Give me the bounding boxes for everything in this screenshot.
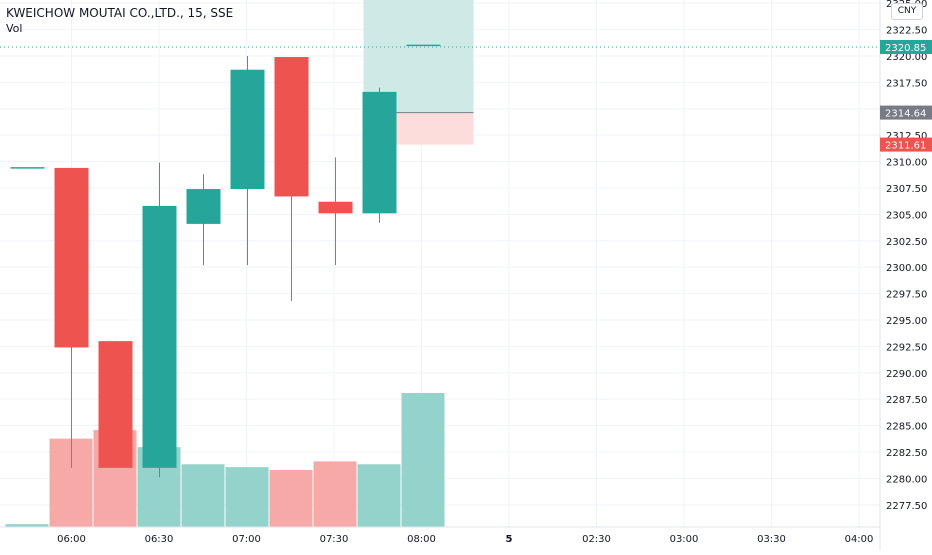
- time-tick-label: 07:00: [232, 534, 261, 545]
- price-tick-label: 2297.50: [886, 290, 927, 301]
- volume-bar: [225, 467, 269, 527]
- candle-body: [98, 341, 133, 468]
- price-tick-label: 2312.50: [886, 131, 927, 142]
- time-tick-label: 03:30: [757, 534, 786, 545]
- price-tick-label: 2280.00: [886, 474, 927, 485]
- price-label-text: 2320.85: [885, 43, 926, 54]
- volume-bar: [357, 464, 401, 527]
- volume-bar: [181, 464, 225, 527]
- candle-body: [274, 57, 309, 197]
- volume-bar: [313, 461, 357, 527]
- price-tick-label: 2302.50: [886, 237, 927, 248]
- price-tick-label: 2290.00: [886, 369, 927, 380]
- price-tick-label: 2317.50: [886, 78, 927, 89]
- time-tick-label: 06:30: [145, 534, 174, 545]
- price-tick-label: 2285.00: [886, 422, 927, 433]
- price-labels: 2320.85 2314.64 2311.61: [880, 39, 932, 152]
- price-label-badge: [880, 137, 932, 152]
- price-tick-label: 2320.00: [886, 52, 927, 63]
- volume-indicator-label[interactable]: Vol: [6, 22, 23, 35]
- price-label-text: 2311.61: [885, 141, 926, 152]
- time-tick-label: 07:30: [320, 534, 349, 545]
- price-label-badge: [880, 39, 932, 54]
- time-tick-label: 02:30: [582, 534, 611, 545]
- time-axis: 06:00 06:30 07:00 07:30 08:00 5 02:30 03:00 03:3…: [0, 526, 880, 545]
- candle-body: [318, 201, 353, 214]
- price-tick-label: 2322.50: [886, 26, 927, 37]
- price-axis: 2277.50 2280.00 2282.50 2285.00 2287.50 2290.…: [879, 0, 927, 550]
- price-tick-label: 2300.00: [886, 263, 927, 274]
- time-tick-label: 03:00: [670, 534, 699, 545]
- currency-badge[interactable]: CNY: [891, 3, 923, 20]
- candle-body: [142, 205, 177, 468]
- candle-body: [362, 91, 397, 214]
- time-tick-label: 5: [506, 534, 513, 545]
- symbol-title[interactable]: KWEICHOW MOUTAI CO.,LTD., 15, SSE: [6, 6, 234, 20]
- time-tick-label: 06:00: [57, 534, 86, 545]
- price-tick-label: 2292.50: [886, 342, 927, 353]
- price-label-text: 2314.64: [885, 109, 926, 120]
- price-tick-label: 2295.00: [886, 316, 927, 327]
- volume-bars: [5, 393, 445, 527]
- price-tick-label: 2277.50: [886, 501, 927, 512]
- price-tick-label: 2287.50: [886, 395, 927, 406]
- price-tick-label: 2305.00: [886, 210, 927, 221]
- volume-bar: [401, 393, 445, 527]
- candle-body: [186, 189, 221, 224]
- candles: [10, 44, 441, 478]
- time-tick-label: 04:00: [845, 534, 874, 545]
- candle-body: [54, 167, 89, 348]
- price-tick-label: 2307.50: [886, 184, 927, 195]
- volume-bar: [269, 469, 313, 527]
- candle-body: [230, 69, 265, 190]
- price-tick-label: 2282.50: [886, 448, 927, 459]
- volume-bar: [5, 524, 49, 527]
- price-tick-label: 2310.00: [886, 158, 927, 169]
- time-tick-label: 08:00: [407, 534, 436, 545]
- price-label-badge: [880, 105, 932, 120]
